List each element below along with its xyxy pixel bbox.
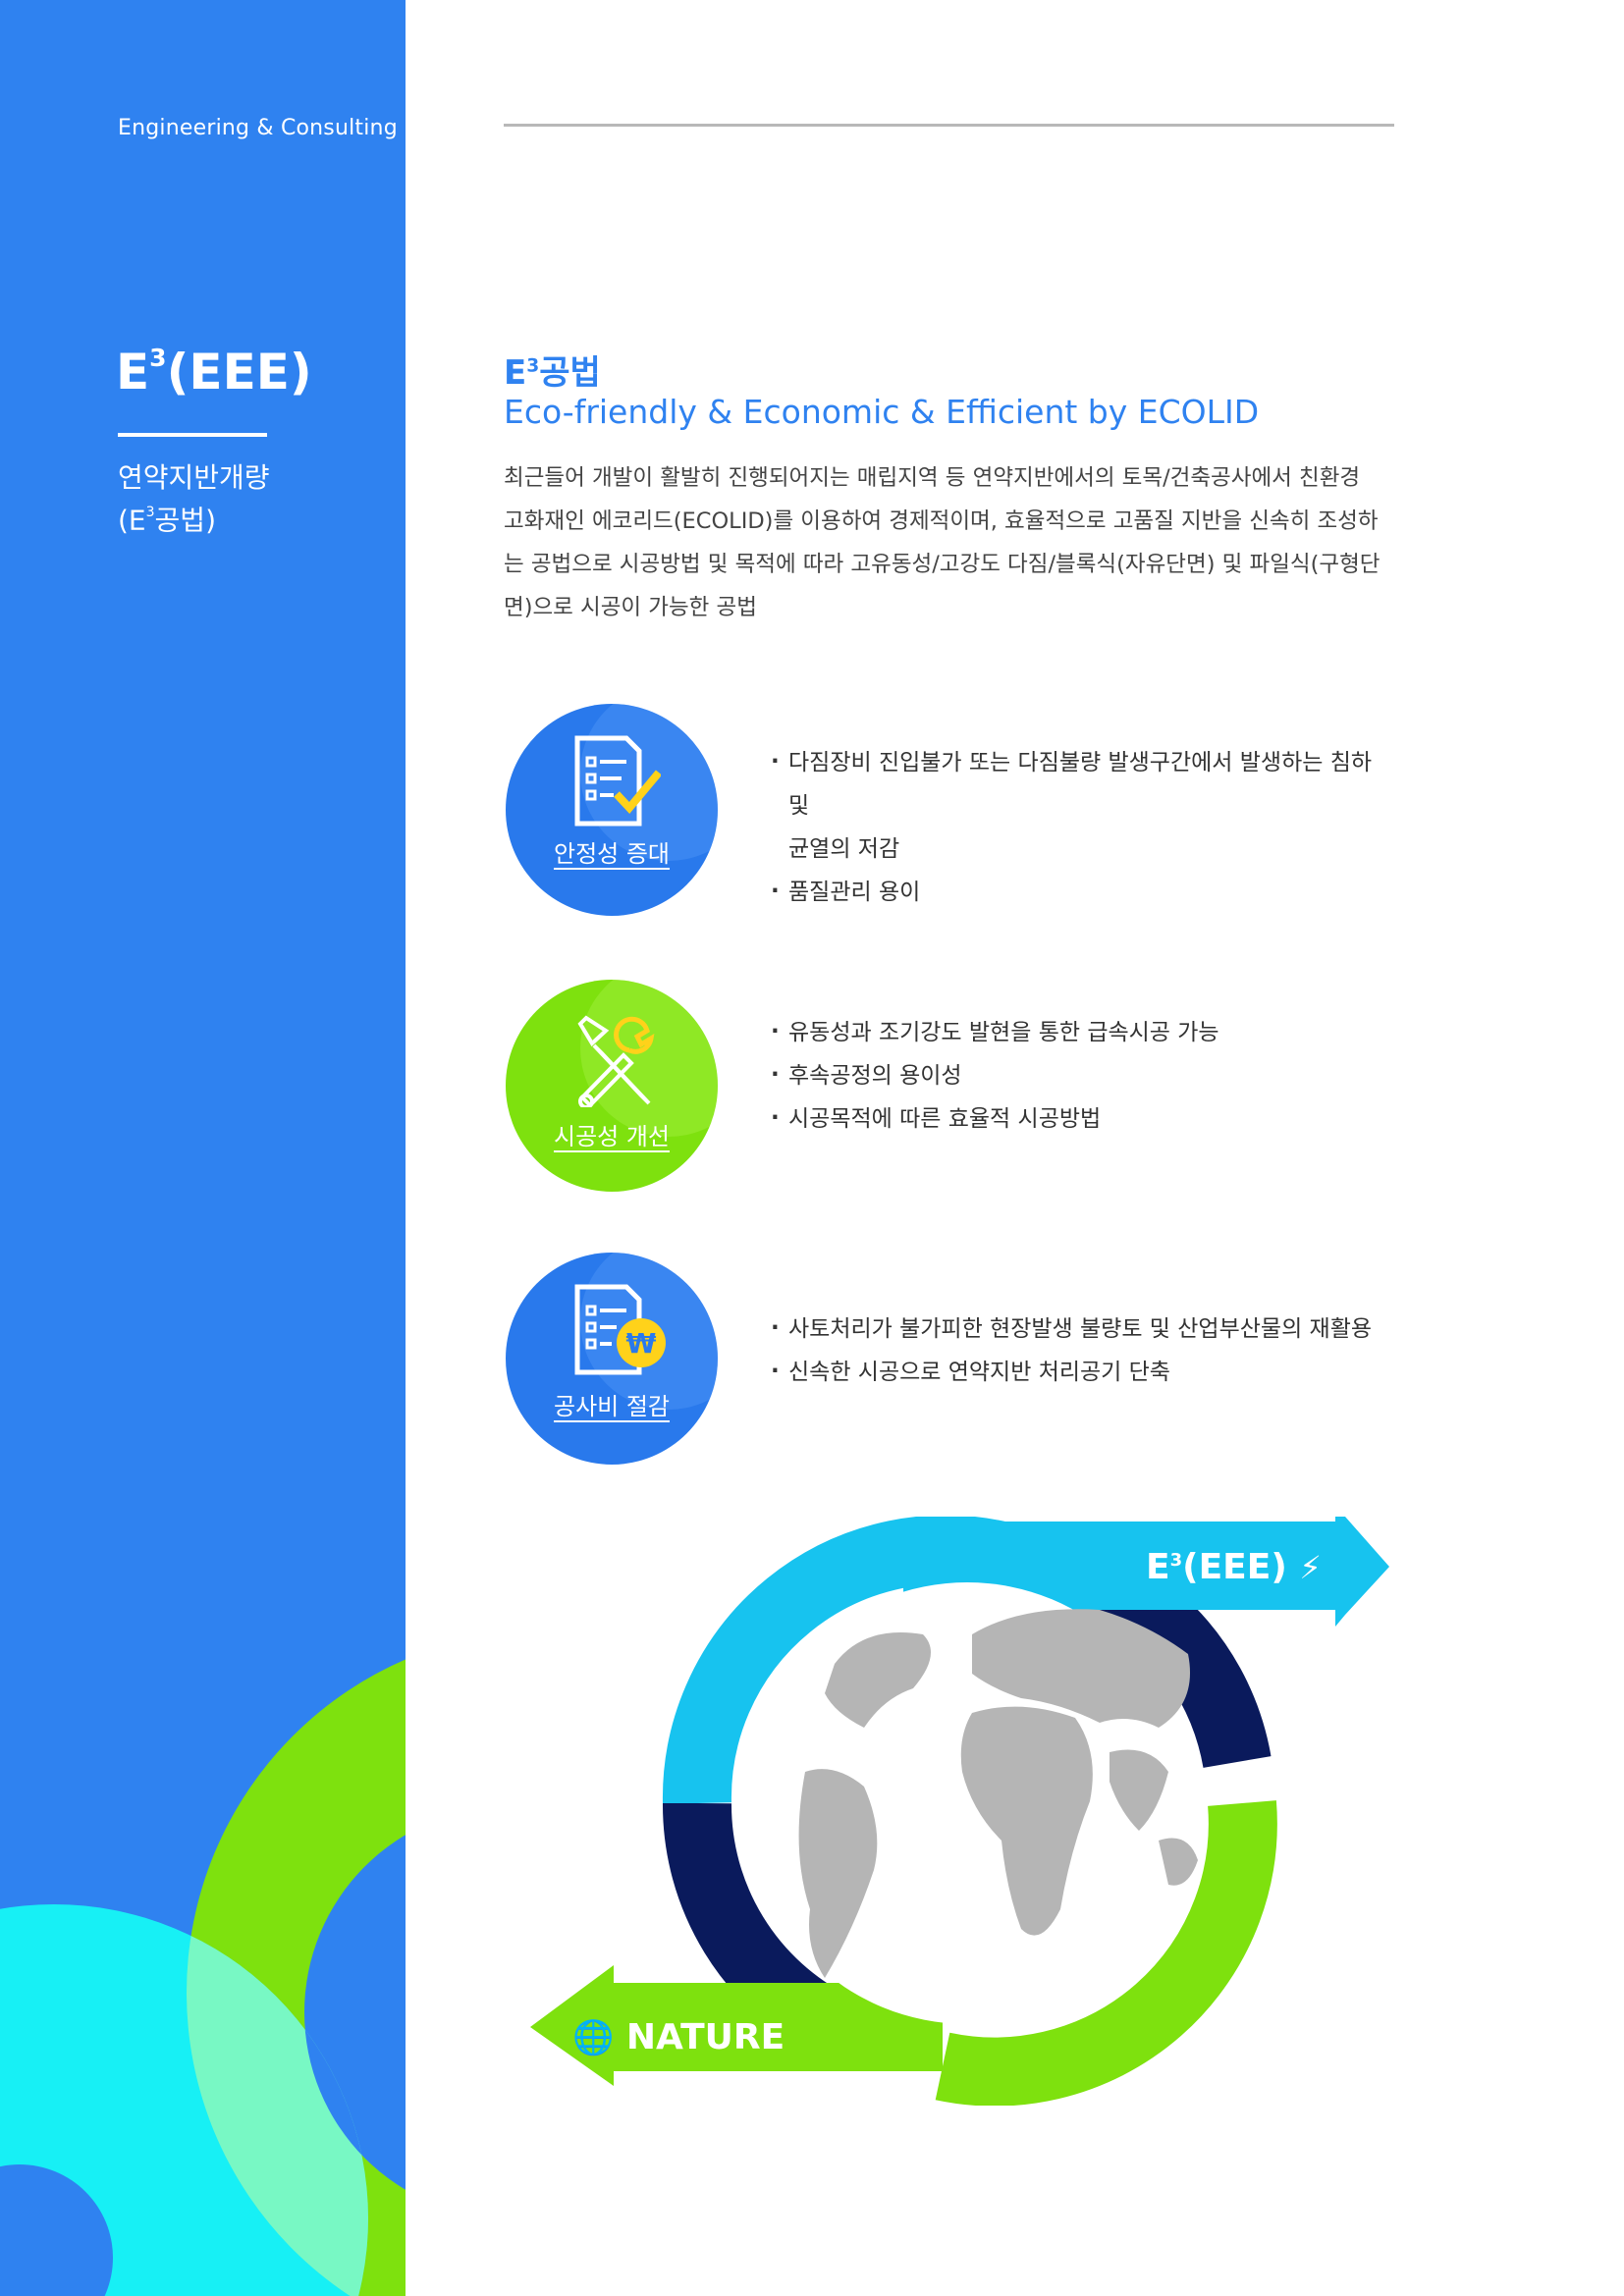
section-title: E3공법 <box>504 353 601 393</box>
list-item: 유동성과 조기강도 발현을 통한 급속시공 가능 <box>771 1010 1399 1054</box>
feature-badge-cost: ₩ 공사비 절감 <box>506 1253 718 1465</box>
document-won-icon: ₩ <box>574 1284 666 1375</box>
feature-badge-stability: 안정성 증대 <box>506 704 718 916</box>
document-check-icon <box>574 735 661 827</box>
company-name: Engineering & Consulting <box>118 116 398 140</box>
eco-cycle-diagram <box>530 1517 1389 2106</box>
feature-label: 공사비 절감 <box>553 1393 671 1420</box>
decorative-circles <box>0 1659 406 2296</box>
list-item: 시공목적에 따른 효율적 시공방법 <box>771 1096 1399 1141</box>
arrow-label-nature: 🌐 NATURE <box>572 2017 785 2057</box>
feature-label: 안정성 증대 <box>553 840 671 868</box>
sidebar-subtitle: 연약지반개량 (E3공법) <box>118 461 270 537</box>
wrench-screwdriver-icon <box>577 1015 655 1107</box>
feature-bullets-constructability: 유동성과 조기강도 발현을 통한 급속시공 가능 후속공정의 용이성 시공목적에… <box>771 1010 1399 1141</box>
lightning-icon: ⚡ <box>1299 1549 1322 1586</box>
feature-label: 시공성 개선 <box>553 1123 671 1150</box>
globe-icon: 🌐 <box>572 2018 615 2057</box>
svg-text:₩: ₩ <box>626 1327 657 1360</box>
sidebar-divider <box>118 433 267 437</box>
feature-badge-constructability: 시공성 개선 <box>506 980 718 1192</box>
sidebar: Engineering & Consulting E3(EEE) 연약지반개량 … <box>0 0 406 2296</box>
list-item: 품질관리 용이 <box>771 870 1399 914</box>
top-divider <box>504 124 1394 127</box>
section-description: 최근들어 개발이 활발히 진행되어지는 매립지역 등 연약지반에서의 토목/건축… <box>504 465 1380 620</box>
list-item: 신속한 시공으로 연약지반 처리공기 단축 <box>771 1350 1399 1394</box>
list-item: 사토처리가 불가피한 현장발생 불량토 및 산업부산물의 재활용 <box>771 1307 1399 1351</box>
list-item: 후속공정의 용이성 <box>771 1053 1399 1097</box>
section-subtitle: Eco-friendly & Economic & Efficient by E… <box>504 393 1260 431</box>
globe-continents <box>798 1609 1198 1978</box>
arrow-label-eee: E3(EEE) ⚡ <box>1146 1547 1322 1587</box>
sidebar-title: E3(EEE) <box>116 344 312 400</box>
feature-bullets-cost: 사토처리가 불가피한 현장발생 불량토 및 산업부산물의 재활용 신속한 시공으… <box>771 1307 1399 1394</box>
